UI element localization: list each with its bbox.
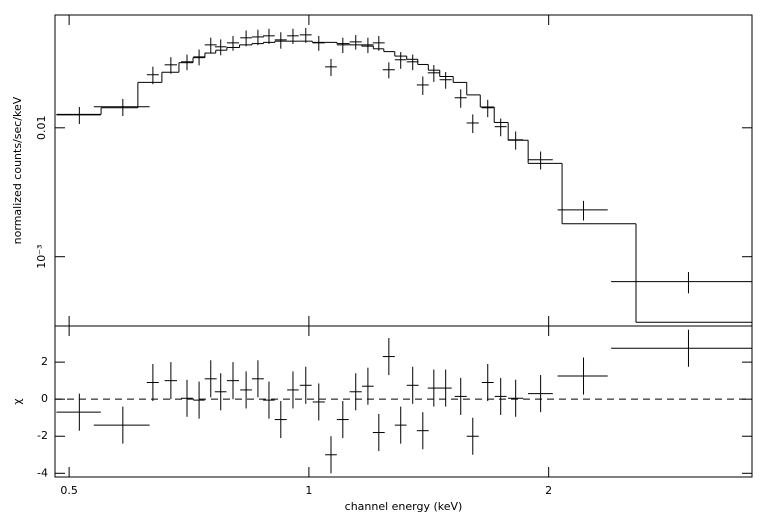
plot-frame — [54, 14, 753, 327]
y-axis-label: normalized counts/sec/keV — [11, 96, 24, 244]
plot-frame — [54, 325, 753, 478]
y-tick-label: -2 — [37, 429, 48, 442]
y-tick-label: 0.01 — [35, 116, 48, 140]
x-axis-label: channel energy (keV) — [345, 500, 463, 513]
x-tick-label: 1 — [305, 484, 312, 497]
y-tick-label: 0 — [41, 392, 48, 405]
y-tick-label: -4 — [37, 466, 48, 479]
y-tick-label: 2 — [41, 355, 48, 368]
y-tick-label: 10⁻³ — [35, 245, 48, 269]
y-axis-label: χ — [11, 398, 24, 405]
x-tick-label: 2 — [545, 484, 552, 497]
model-step-connector — [100, 41, 637, 323]
x-tick-label: 0.5 — [60, 484, 78, 497]
